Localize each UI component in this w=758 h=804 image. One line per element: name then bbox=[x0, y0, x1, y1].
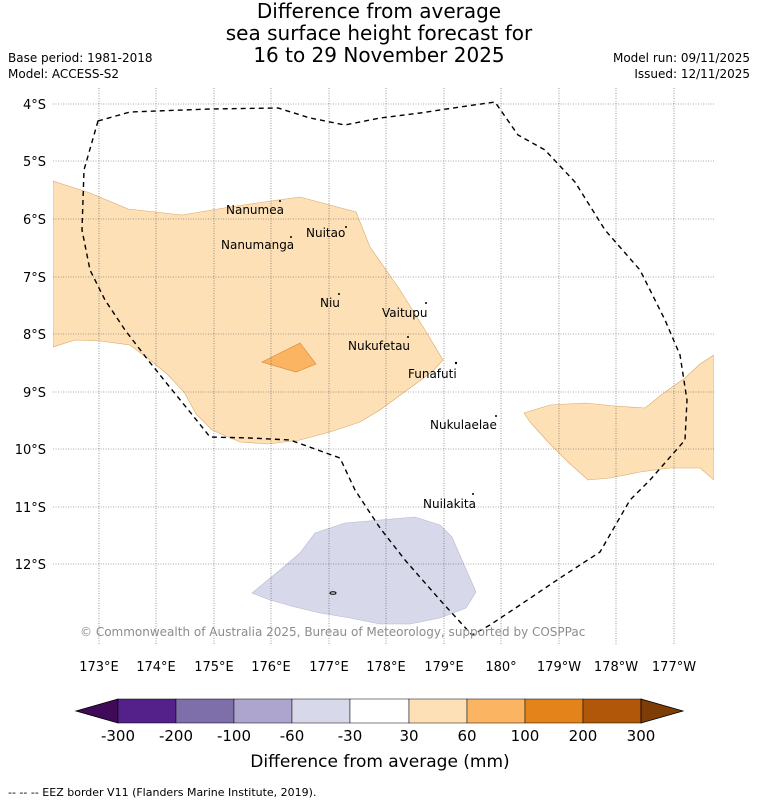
place-label-nanumanga: Nanumanga bbox=[221, 238, 294, 252]
colorbar-bin-4 bbox=[291, 698, 351, 724]
title-line-2: sea surface height forecast for bbox=[225, 21, 533, 45]
cb-tick-6: 30 bbox=[399, 727, 418, 745]
lat-label-6s: 6°S bbox=[23, 213, 46, 228]
map-title: Difference from average sea surface heig… bbox=[0, 0, 758, 66]
title-line-3: 16 to 29 November 2025 bbox=[253, 43, 505, 67]
place-label-niu: Niu bbox=[320, 296, 340, 310]
place-labels: Nanumea Nuitao Nanumanga Niu Vaitupu Nuk… bbox=[221, 203, 497, 511]
place-label-nanumea: Nanumea bbox=[226, 203, 284, 217]
lon-label-178e: 178°E bbox=[366, 660, 406, 675]
colorbar-bin-5 bbox=[349, 698, 410, 724]
place-label-nuitao: Nuitao bbox=[306, 226, 345, 240]
island-mark-niu bbox=[338, 293, 340, 295]
lon-label-176e: 176°E bbox=[251, 660, 291, 675]
colorbar-extend-low bbox=[74, 698, 119, 724]
colorbar-title: Difference from average (mm) bbox=[250, 752, 509, 772]
colorbar-ticks: -300 -200 -100 -60 -30 30 60 100 200 300 bbox=[101, 727, 655, 745]
issued-date: Issued: 12/11/2025 bbox=[634, 67, 750, 81]
lon-label-179w: 179°W bbox=[537, 660, 581, 675]
island-mark-nuitao bbox=[345, 226, 347, 228]
cb-tick-2: -200 bbox=[159, 727, 193, 745]
colorbar-bin-8 bbox=[524, 698, 584, 724]
lat-label-12s: 12°S bbox=[15, 558, 46, 573]
lat-label-4s: 4°S bbox=[23, 98, 46, 113]
latitude-labels: 4°S 5°S 6°S 7°S 8°S 9°S 10°S 11°S 12°S bbox=[15, 98, 46, 573]
lon-label-179e: 179°E bbox=[424, 660, 464, 675]
anomaly-region-moderate bbox=[261, 342, 317, 373]
lat-label-5s: 5°S bbox=[23, 155, 46, 170]
lat-label-9s: 9°S bbox=[23, 386, 46, 401]
island-mark-vaitupu bbox=[425, 302, 427, 304]
island-mark-nanumea bbox=[279, 200, 281, 202]
colorbar-bin-6 bbox=[408, 698, 468, 724]
colorbar-bin-7 bbox=[466, 698, 526, 724]
title-line-1: Difference from average bbox=[256, 0, 502, 23]
island-mark-nukulaelae bbox=[495, 415, 497, 417]
island-marks bbox=[279, 200, 497, 595]
colorbar-bin-9 bbox=[582, 698, 642, 724]
colorbar-extend-high bbox=[640, 698, 685, 724]
lon-label-175e: 175°E bbox=[194, 660, 234, 675]
meta-left: Base period: 1981-2018 Model: ACCESS-S2 bbox=[8, 50, 153, 82]
lat-label-7s: 7°S bbox=[23, 271, 46, 286]
base-period: Base period: 1981-2018 bbox=[8, 51, 153, 65]
lon-label-178w: 178°W bbox=[594, 660, 638, 675]
anomaly-region-positive-east bbox=[523, 354, 714, 481]
eez-legend-footer: -- -- -- EEZ border V11 (Flanders Marine… bbox=[8, 786, 317, 799]
cb-tick-4: -60 bbox=[280, 727, 305, 745]
place-label-nuilakita: Nuilakita bbox=[423, 497, 476, 511]
place-label-vaitupu: Vaitupu bbox=[382, 306, 428, 320]
colorbar-bin-2 bbox=[175, 698, 235, 724]
cb-tick-7: 60 bbox=[457, 727, 476, 745]
colorbar-bin-1 bbox=[117, 698, 177, 724]
model-name: Model: ACCESS-S2 bbox=[8, 67, 120, 81]
place-label-nukulaelae: Nukulaelae bbox=[430, 418, 497, 432]
anomaly-region-negative bbox=[251, 516, 477, 625]
cb-tick-1: -300 bbox=[101, 727, 135, 745]
island-mark-reef bbox=[329, 591, 337, 595]
lon-label-177w: 177°W bbox=[652, 660, 696, 675]
cb-tick-8: 100 bbox=[511, 727, 540, 745]
model-run: Model run: 09/11/2025 bbox=[612, 51, 750, 65]
island-mark-funafuti bbox=[454, 361, 458, 365]
copyright-notice: © Commonwealth of Australia 2025, Bureau… bbox=[80, 625, 585, 639]
colorbar-bin-3 bbox=[233, 698, 293, 724]
island-mark-nukufetau bbox=[407, 336, 409, 338]
lon-label-177e: 177°E bbox=[309, 660, 349, 675]
lat-label-8s: 8°S bbox=[23, 328, 46, 343]
map-area: Nanumea Nuitao Nanumanga Niu Vaitupu Nuk… bbox=[53, 88, 714, 644]
place-label-funafuti: Funafuti bbox=[408, 367, 457, 381]
lat-label-11s: 11°S bbox=[15, 501, 46, 516]
lon-label-180: 180° bbox=[485, 660, 516, 675]
longitude-labels: 173°E 174°E 175°E 176°E 177°E 178°E 179°… bbox=[79, 660, 696, 675]
meta-right: Model run: 09/11/2025 Issued: 12/11/2025 bbox=[613, 50, 750, 82]
cb-tick-9: 200 bbox=[569, 727, 598, 745]
colorbar bbox=[74, 698, 685, 724]
eez-border bbox=[81, 101, 688, 636]
cb-tick-10: 300 bbox=[627, 727, 656, 745]
latitude-gridlines bbox=[53, 103, 714, 565]
lon-label-173e: 173°E bbox=[79, 660, 119, 675]
lat-label-10s: 10°S bbox=[15, 443, 46, 458]
island-mark-nanumanga bbox=[290, 236, 292, 238]
lon-label-174e: 174°E bbox=[136, 660, 176, 675]
longitude-gridlines bbox=[98, 88, 675, 644]
island-mark-nuilakita bbox=[472, 493, 474, 495]
place-label-nukufetau: Nukufetau bbox=[348, 339, 410, 353]
cb-tick-3: -100 bbox=[217, 727, 251, 745]
cb-tick-5: -30 bbox=[338, 727, 363, 745]
